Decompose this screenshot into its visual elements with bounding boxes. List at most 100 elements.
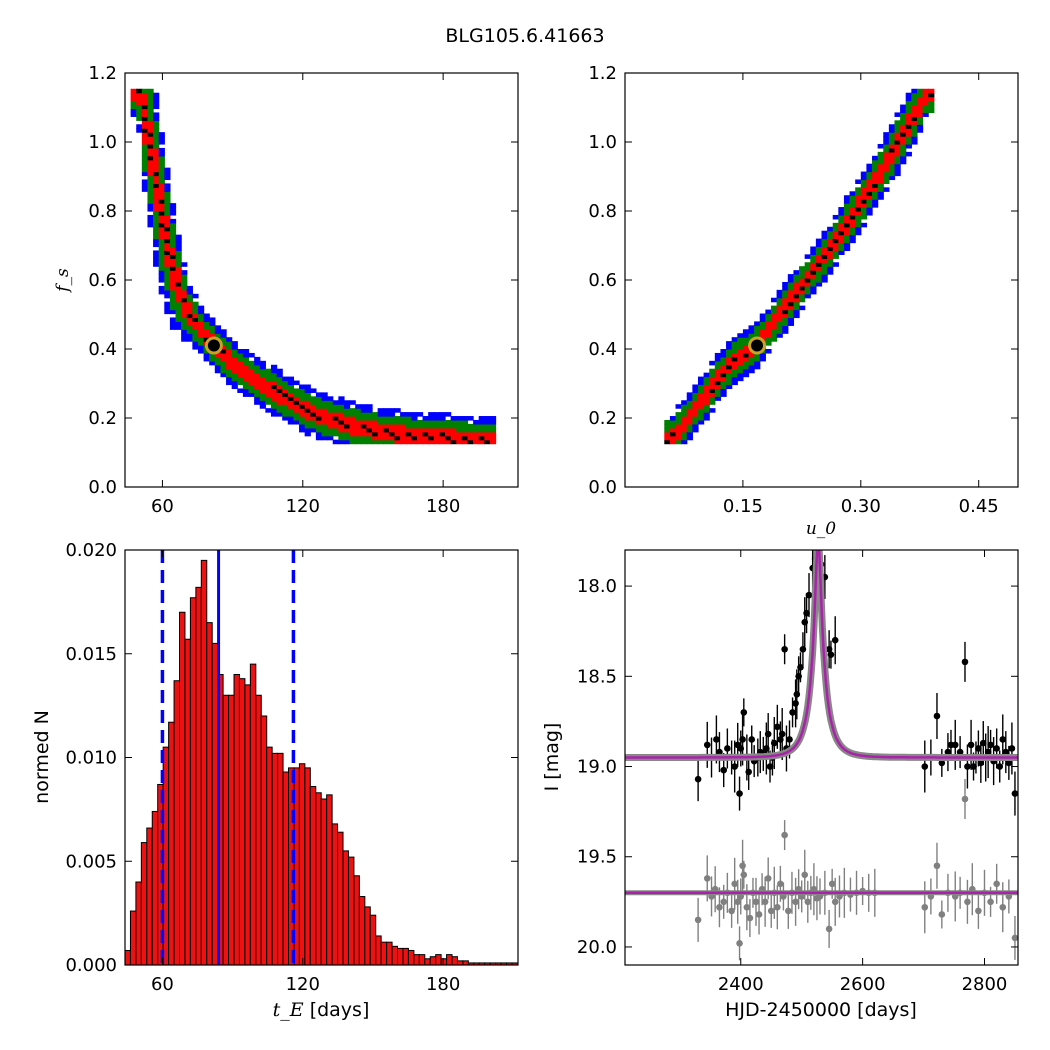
heatmap-cell bbox=[349, 416, 356, 421]
heatmap-cell bbox=[838, 211, 845, 216]
heatmap-cell bbox=[158, 151, 165, 157]
heatmap-cell bbox=[360, 419, 368, 425]
heatmap-cell bbox=[754, 360, 761, 366]
heatmap-cell bbox=[726, 372, 733, 378]
heatmap-cell bbox=[181, 262, 188, 267]
heatmap-cell bbox=[422, 416, 429, 421]
heatmap-cell bbox=[265, 368, 272, 374]
heatmap-cell bbox=[776, 301, 783, 307]
heatmap-cell bbox=[315, 400, 323, 405]
heatmap-cell bbox=[838, 207, 845, 212]
heatmap-cell bbox=[377, 423, 384, 429]
heatmap-cell bbox=[265, 372, 272, 378]
heatmap-cell bbox=[175, 321, 182, 326]
heatmap-cell bbox=[860, 171, 868, 177]
heatmap-cell bbox=[765, 329, 772, 334]
heatmap-cell bbox=[799, 274, 806, 279]
heatmap-cell bbox=[164, 211, 171, 216]
heatmap-cell bbox=[810, 258, 817, 263]
heatmap-cell bbox=[400, 412, 407, 417]
heatmap-cell bbox=[804, 289, 811, 295]
histogram-bar bbox=[456, 960, 464, 965]
heatmap-cell bbox=[164, 246, 171, 252]
heatmap-cell bbox=[265, 380, 272, 386]
heatmap-cell bbox=[669, 439, 677, 445]
heatmap-cell bbox=[815, 281, 823, 287]
heatmap-cell bbox=[804, 274, 811, 279]
heatmap-cell bbox=[209, 325, 216, 330]
heatmap-cell bbox=[843, 195, 851, 200]
histogram-bar bbox=[195, 586, 202, 965]
heatmap-cell bbox=[709, 400, 716, 405]
histogram-bar bbox=[407, 949, 415, 965]
heatmap-cell bbox=[742, 368, 750, 374]
heatmap-cell bbox=[153, 104, 160, 110]
heatmap-cell bbox=[445, 427, 452, 433]
heatmap-cell bbox=[905, 124, 912, 129]
heatmap-cell bbox=[147, 92, 154, 98]
data-point bbox=[728, 907, 735, 915]
heatmap-cell bbox=[338, 404, 345, 409]
x-tick-label: 120 bbox=[286, 496, 320, 517]
heatmap-cell bbox=[181, 309, 188, 315]
y-tick-label: 0.005 bbox=[65, 851, 117, 872]
heatmap-cell bbox=[714, 352, 722, 358]
heatmap-cell bbox=[838, 222, 845, 228]
heatmap-cell bbox=[675, 423, 682, 429]
heatmap-cell bbox=[237, 360, 244, 366]
heatmap-cell bbox=[147, 171, 154, 177]
heatmap-cell bbox=[759, 325, 766, 330]
heatmap-cell bbox=[843, 214, 851, 220]
heatmap-cell bbox=[405, 427, 412, 433]
heatmap-cell bbox=[315, 427, 323, 433]
heatmap-cell bbox=[888, 151, 896, 157]
heatmap-cell bbox=[197, 337, 205, 342]
heatmap-cell bbox=[192, 333, 199, 338]
heatmap-cell bbox=[175, 242, 182, 248]
data-point bbox=[792, 700, 799, 707]
heatmap-cell bbox=[664, 439, 671, 445]
heatmap-cell bbox=[270, 396, 278, 401]
heatmap-cell bbox=[304, 396, 311, 401]
heatmap-cell bbox=[714, 384, 722, 390]
heatmap-cell bbox=[158, 207, 165, 212]
heatmap-cell bbox=[197, 313, 205, 319]
heatmap-cell bbox=[181, 305, 188, 311]
heatmap-cell bbox=[254, 376, 261, 382]
heatmap-cell bbox=[782, 321, 789, 326]
heatmap-cell bbox=[158, 250, 165, 255]
heatmap-cell bbox=[147, 124, 154, 129]
heatmap-cell bbox=[153, 128, 160, 133]
heatmap-cell bbox=[164, 238, 171, 244]
heatmap-cell bbox=[153, 226, 160, 232]
heatmap-cell bbox=[327, 431, 334, 437]
heatmap-cell bbox=[186, 285, 193, 291]
data-point bbox=[774, 903, 781, 911]
heatmap-cell bbox=[153, 211, 160, 216]
heatmap-cell bbox=[765, 317, 772, 322]
heatmap-cell bbox=[254, 380, 261, 386]
heatmap-cell bbox=[394, 416, 401, 421]
heatmap-cell bbox=[181, 270, 188, 275]
heatmap-cell bbox=[220, 333, 227, 338]
heatmap-cell bbox=[759, 313, 766, 319]
heatmap-cell bbox=[433, 419, 440, 425]
heatmap-cell bbox=[293, 396, 300, 401]
data-point bbox=[713, 736, 720, 743]
heatmap-cell bbox=[815, 262, 823, 267]
heatmap-cell bbox=[900, 108, 907, 114]
heatmap-cell bbox=[226, 368, 233, 374]
histogram-bar bbox=[249, 663, 257, 965]
heatmap-cell bbox=[855, 230, 862, 236]
heatmap-cell bbox=[366, 427, 373, 433]
heatmap-cell bbox=[259, 368, 266, 374]
heatmap-cell bbox=[164, 250, 171, 255]
heatmap-cell bbox=[343, 412, 351, 417]
heatmap-cell bbox=[737, 352, 744, 358]
heatmap-cell bbox=[214, 356, 222, 362]
heatmap-cell bbox=[810, 246, 817, 252]
heatmap-cell bbox=[821, 274, 828, 279]
histogram-bar bbox=[358, 896, 366, 965]
heatmap-cell bbox=[175, 289, 182, 295]
